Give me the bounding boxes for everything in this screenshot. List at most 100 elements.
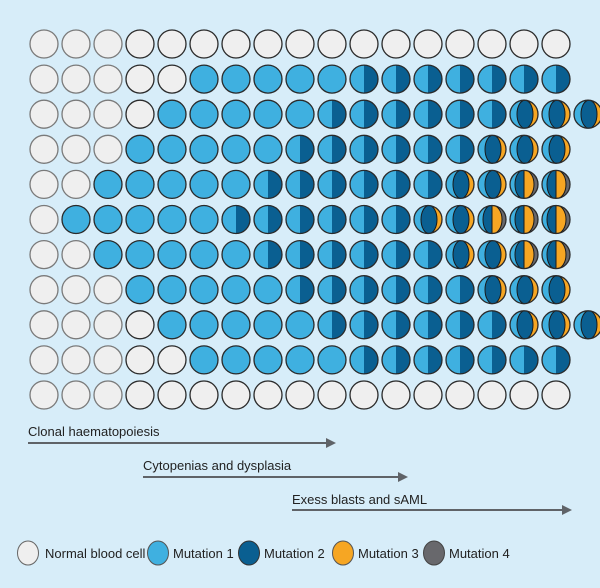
blood-cell — [541, 134, 571, 164]
blood-cell — [189, 169, 219, 200]
blood-cell — [413, 310, 443, 340]
blood-cell — [349, 345, 379, 375]
blood-cell — [381, 239, 411, 270]
blood-cell — [125, 169, 155, 200]
blood-cell — [93, 134, 123, 164]
blood-cell — [445, 275, 475, 305]
blood-cell — [189, 29, 219, 59]
blood-cell — [157, 99, 187, 129]
blood-cell — [413, 345, 443, 375]
blood-cell — [445, 345, 475, 375]
blood-cell — [61, 204, 91, 235]
blood-cell — [541, 275, 571, 305]
blood-cell — [253, 239, 283, 270]
blood-cell — [29, 345, 59, 375]
blood-cell — [221, 169, 251, 200]
blood-cell — [125, 310, 155, 340]
blood-cell — [317, 204, 347, 235]
blood-cell — [61, 29, 91, 59]
blood-cell — [125, 64, 155, 94]
blood-cell — [413, 169, 443, 200]
cell-grid — [29, 29, 600, 410]
blood-cell — [381, 134, 411, 164]
blood-cell — [253, 99, 283, 129]
blood-cell — [413, 380, 443, 410]
blood-cell — [221, 275, 251, 305]
blood-cell — [509, 310, 539, 340]
blood-cell — [445, 380, 475, 410]
blood-cell — [93, 64, 123, 94]
blood-cell — [509, 99, 539, 129]
legend-item-mutation-3: Mutation 3 — [332, 540, 419, 566]
blood-cell — [157, 64, 187, 94]
blood-cell — [445, 310, 475, 340]
blood-cell — [317, 310, 347, 340]
legend-item-mutation-1: Mutation 1 — [147, 540, 234, 566]
mutation-2-swatch — [238, 540, 260, 566]
blood-cell — [125, 345, 155, 375]
blood-cell — [221, 380, 251, 410]
blood-cell — [541, 310, 571, 340]
blood-cell — [541, 64, 571, 94]
blood-cell — [29, 64, 59, 94]
blood-cell — [445, 134, 475, 164]
blood-cell — [157, 239, 187, 270]
phase-cytopenias-dysplasia: Cytopenias and dysplasia — [143, 458, 408, 482]
blood-cell — [477, 99, 507, 129]
blood-cell — [349, 64, 379, 94]
blood-cell — [445, 169, 475, 200]
blood-cell — [381, 204, 411, 235]
blood-cell — [221, 310, 251, 340]
mutation-4-swatch — [423, 540, 445, 566]
blood-cell — [413, 134, 443, 164]
blood-cell — [381, 169, 411, 200]
blood-cell — [189, 239, 219, 270]
blood-cell — [61, 169, 91, 200]
blood-cell — [349, 134, 379, 164]
legend-label: Mutation 4 — [449, 546, 510, 561]
blood-cell — [413, 99, 443, 129]
blood-cell — [349, 99, 379, 129]
blood-cell — [445, 204, 475, 235]
blood-cell — [477, 134, 507, 164]
blood-cell — [573, 99, 600, 129]
blood-cell — [125, 204, 155, 235]
blood-cell — [189, 345, 219, 375]
blood-cell — [381, 29, 411, 59]
blood-cell — [349, 310, 379, 340]
mutation-3-swatch — [332, 540, 354, 566]
blood-cell — [285, 29, 315, 59]
blood-cell — [93, 29, 123, 59]
blood-cell — [541, 239, 571, 270]
blood-cell — [317, 380, 347, 410]
blood-cell — [221, 239, 251, 270]
legend-label: Mutation 3 — [358, 546, 419, 561]
blood-cell — [285, 169, 315, 200]
blood-cell — [93, 345, 123, 375]
blood-cell — [285, 99, 315, 129]
blood-cell — [61, 310, 91, 340]
blood-cell — [157, 310, 187, 340]
blood-cell — [317, 169, 347, 200]
blood-cell — [477, 169, 507, 200]
blood-cell — [61, 345, 91, 375]
blood-cell — [317, 275, 347, 305]
blood-cell — [381, 345, 411, 375]
blood-cell — [93, 239, 123, 270]
blood-cell — [253, 345, 283, 375]
phase-clonal-haematopoiesis: Clonal haematopoiesis — [28, 424, 336, 448]
legend-label: Mutation 1 — [173, 546, 234, 561]
blood-cell — [61, 275, 91, 305]
blood-cell — [381, 310, 411, 340]
blood-cell — [189, 134, 219, 164]
blood-cell — [29, 169, 59, 200]
blood-cell — [509, 204, 539, 235]
blood-cell — [61, 380, 91, 410]
blood-cell — [29, 380, 59, 410]
blood-cell — [349, 29, 379, 59]
blood-cell — [189, 99, 219, 129]
blood-cell — [157, 345, 187, 375]
blood-cell — [221, 29, 251, 59]
blood-cell — [413, 275, 443, 305]
